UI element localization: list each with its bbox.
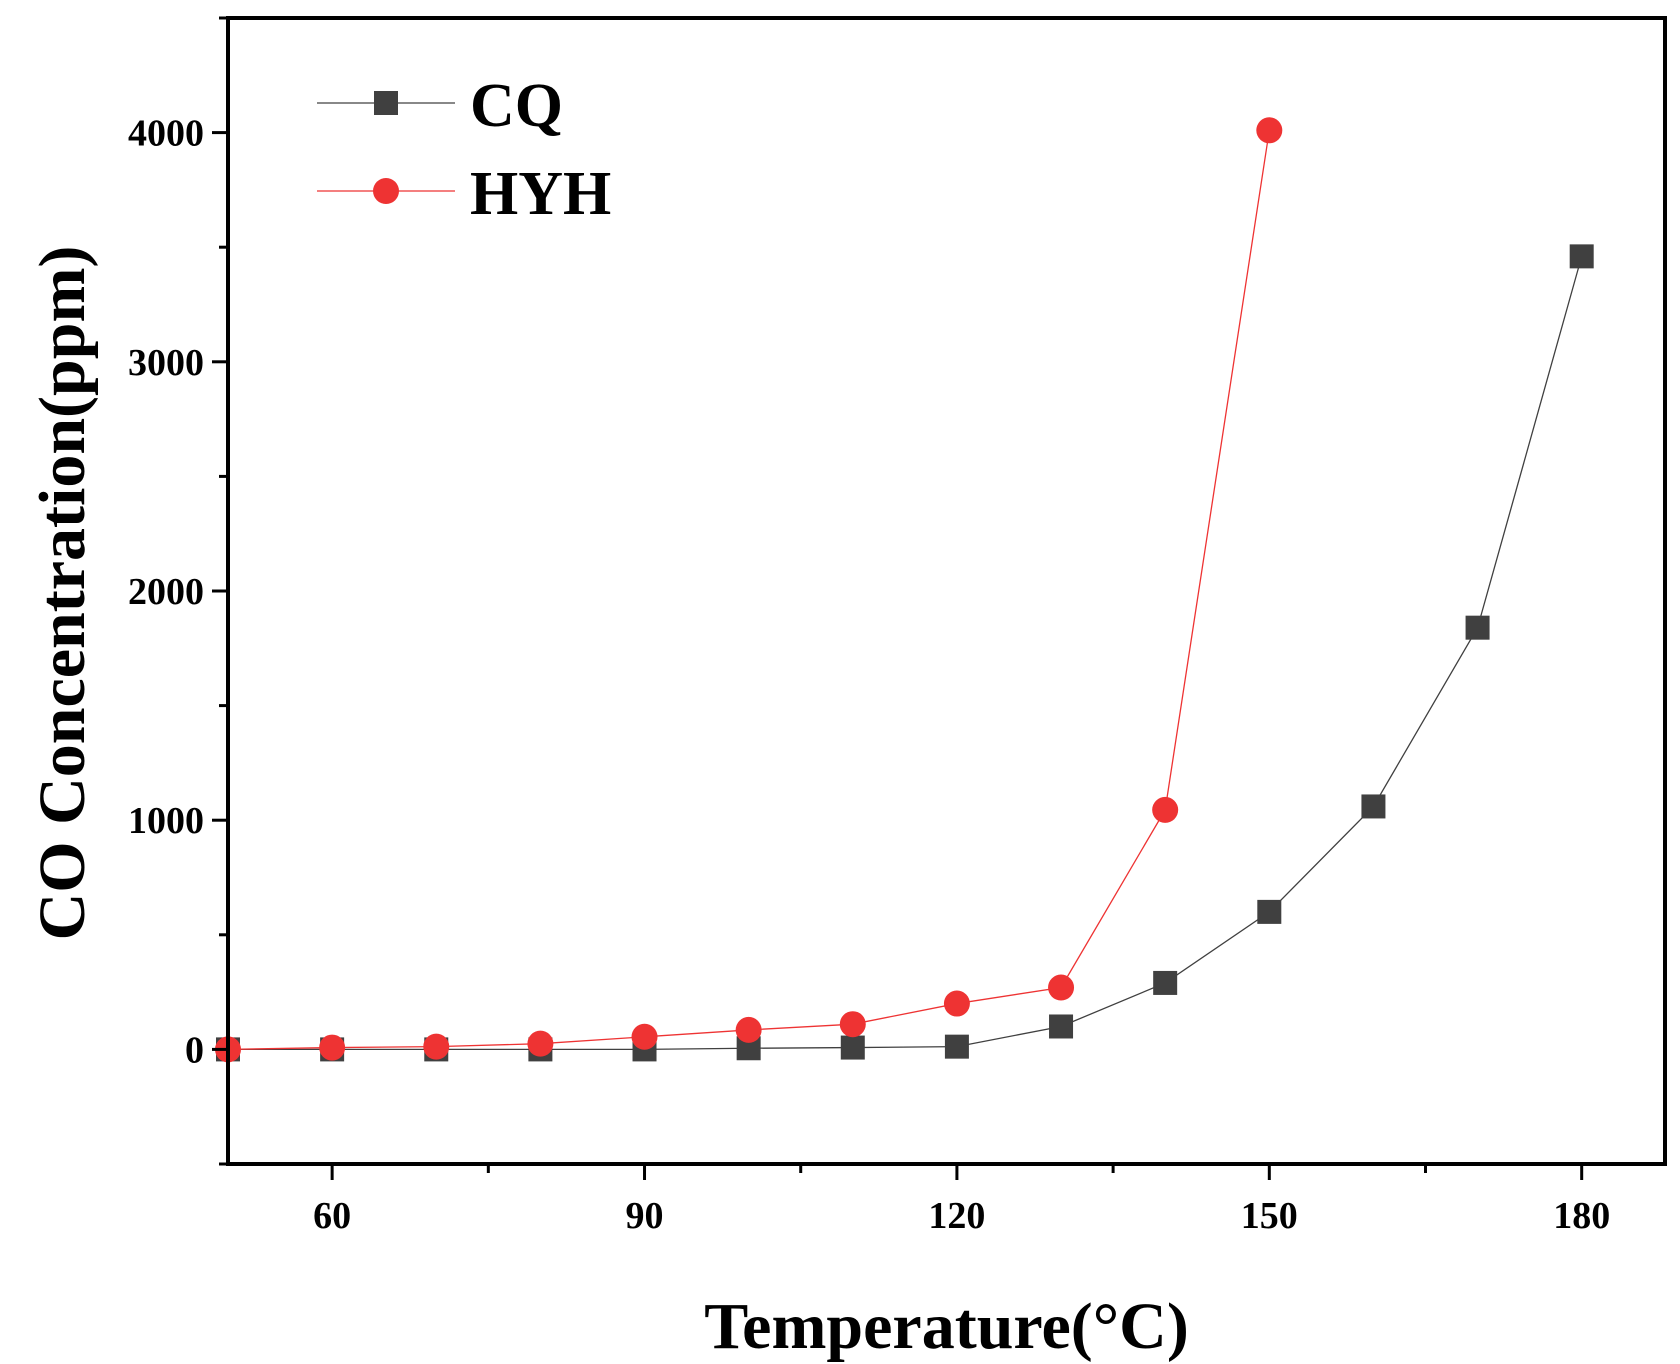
data-point-cq [840,1035,865,1060]
axis-layer: 60 90 120 150 180 0 1000 2000 3000 4000 [128,16,1610,1237]
data-point-hyh [943,990,970,1017]
data-point-hyh [527,1030,554,1057]
data-point-hyh [839,1011,866,1038]
data-point-hyh [319,1034,346,1061]
x-tick-label: 180 [1553,1195,1610,1237]
data-point-hyh [1048,974,1075,1001]
x-tick-label: 120 [928,1195,985,1237]
series-hyh [215,117,1283,1063]
data-point-hyh [631,1023,658,1050]
series-layer [215,117,1594,1063]
legend-item-cq: CQ [317,72,563,140]
data-point-cq [1257,899,1282,924]
legend-marker-cq [374,91,398,115]
data-point-cq [1153,970,1178,995]
legend-label-hyh: HYH [470,160,611,228]
x-axis-title: Temperature(°C) [704,1290,1189,1363]
legend: CQ HYH [317,72,611,228]
y-tick-label: 2000 [128,571,204,613]
data-point-cq [1465,615,1490,640]
legend-marker-hyh [373,178,399,204]
data-point-hyh [735,1016,762,1043]
data-point-hyh [423,1033,450,1060]
y-axis-title: CO Concentration(ppm) [26,246,99,941]
legend-item-hyh: HYH [317,160,611,228]
series-line-cq [228,256,1583,1051]
data-point-cq [944,1034,969,1059]
y-tick-label: 3000 [128,342,204,384]
x-tick-label: 90 [626,1195,664,1237]
y-tick-label: 1000 [128,800,204,842]
x-tick-label: 60 [313,1195,351,1237]
data-point-cq [1569,244,1594,269]
data-point-cq [1049,1014,1074,1039]
y-tick-label: 0 [185,1029,204,1071]
x-tick-label: 150 [1241,1195,1298,1237]
data-point-hyh [1256,117,1283,144]
data-point-hyh [1152,796,1179,823]
legend-label-cq: CQ [470,72,563,140]
data-point-cq [1361,794,1386,819]
y-tick-label: 4000 [128,113,204,155]
